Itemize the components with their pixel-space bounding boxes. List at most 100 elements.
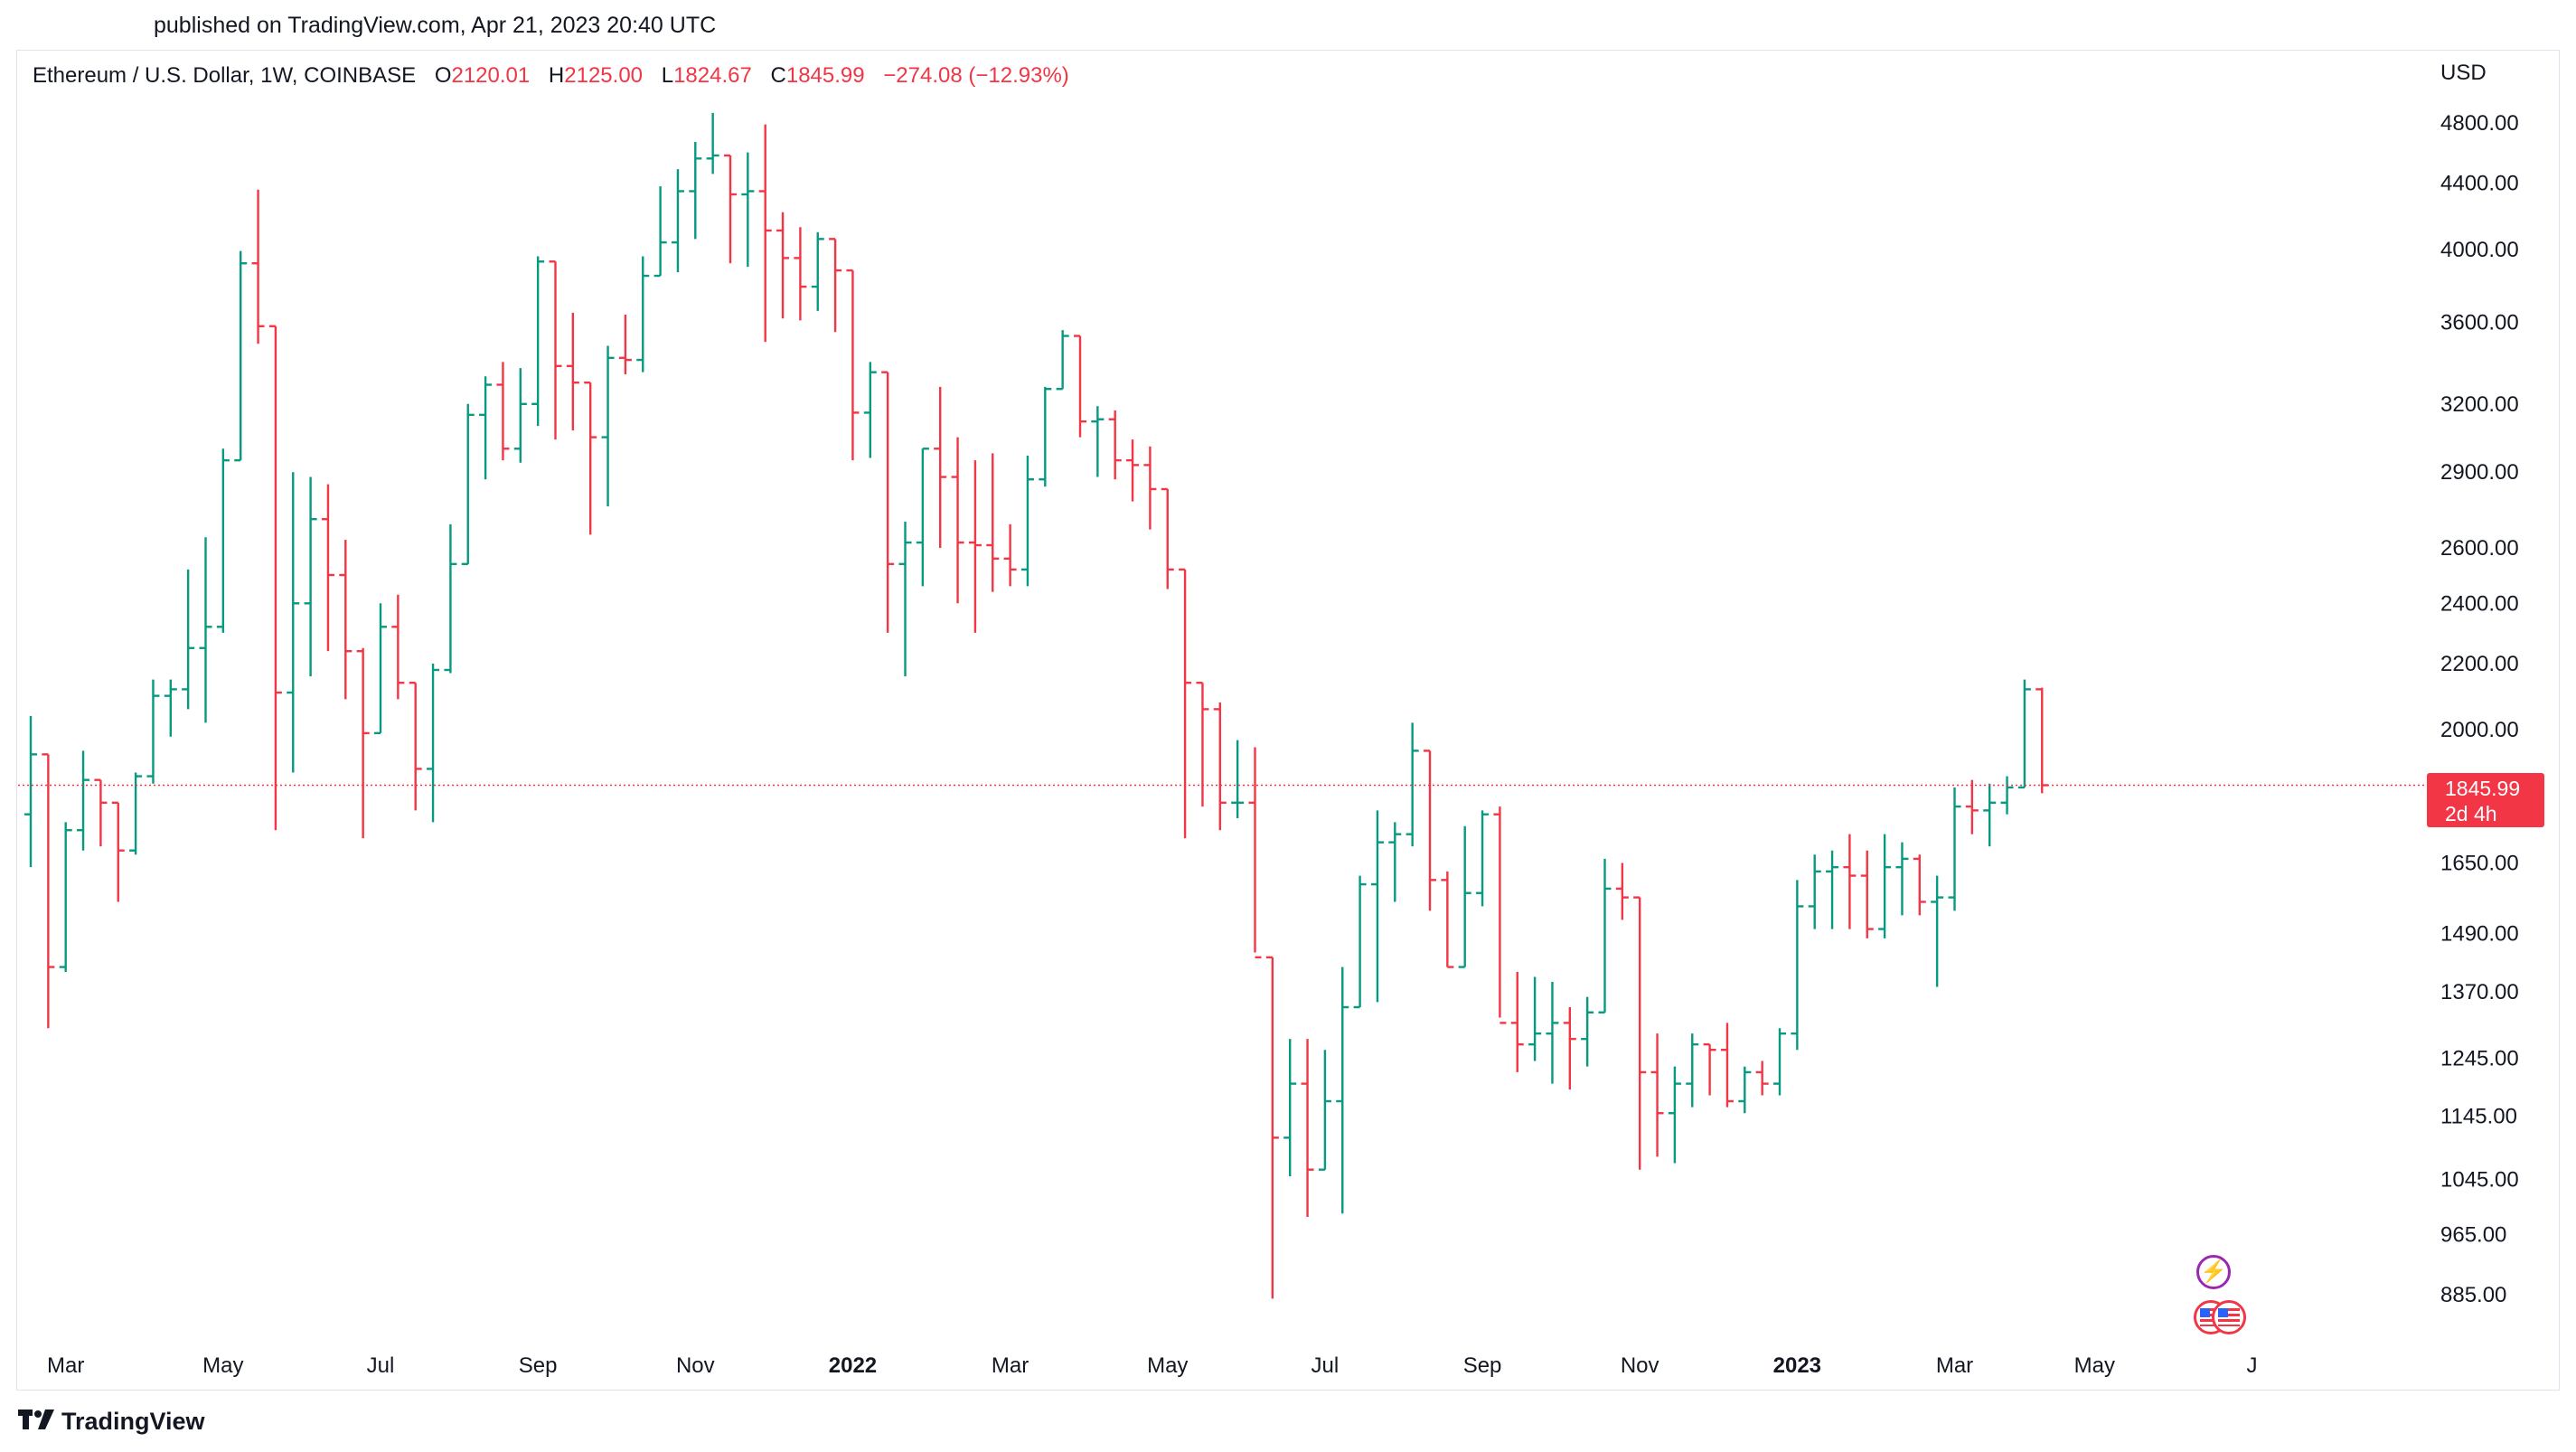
x-tick-label: 2023 xyxy=(1773,1353,1821,1378)
ohlc-bar xyxy=(1720,1023,1734,1108)
ohlc-bar xyxy=(1493,806,1507,1024)
y-tick-label: 885.00 xyxy=(2440,1283,2506,1307)
ohlc-bar xyxy=(829,238,842,333)
ohlc-bar xyxy=(1598,858,1612,1014)
last-price-value: 1845.99 xyxy=(2445,777,2521,800)
ohlc-bar xyxy=(601,345,615,507)
x-tick-label: Jul xyxy=(367,1353,395,1378)
x-tick-label: Sep xyxy=(519,1353,558,1378)
ohlc-bar xyxy=(794,227,807,321)
ohlc-bar xyxy=(444,523,457,674)
ohlc-bar xyxy=(1424,750,1436,911)
ohlc-bar xyxy=(1581,996,1594,1067)
x-tick-label: May xyxy=(202,1353,243,1378)
ohlc-bar xyxy=(636,256,650,372)
open-value: 2120.01 xyxy=(451,63,531,88)
y-tick-label: 4400.00 xyxy=(2440,172,2519,196)
y-tick-label: 2900.00 xyxy=(2440,460,2519,485)
ohlc-bar xyxy=(1458,825,1471,968)
ohlc-bar xyxy=(1650,1033,1664,1157)
y-tick-label: 4800.00 xyxy=(2440,111,2519,136)
ohlc-bar xyxy=(1248,747,1262,959)
ohlc-bar xyxy=(653,186,667,278)
symbol-label[interactable]: Ethereum / U.S. Dollar, 1W, COINBASE xyxy=(33,63,417,88)
ohlc-bar xyxy=(986,453,1000,592)
low-value: 1824.67 xyxy=(673,63,752,88)
ohlc-bar xyxy=(1510,971,1524,1072)
open-label: O xyxy=(434,63,452,88)
ohlc-bar xyxy=(1231,740,1245,819)
y-tick-label: 2200.00 xyxy=(2440,652,2519,676)
ohlc-bar xyxy=(1948,787,1961,911)
ohlc-bar xyxy=(1633,896,1647,1170)
ohlc-bar xyxy=(881,371,895,633)
ohlc-bar xyxy=(549,260,562,440)
ohlc-bar xyxy=(584,382,597,535)
y-tick-label: 1245.00 xyxy=(2440,1046,2519,1070)
ohlc-bar xyxy=(1615,863,1629,920)
ohlc-bar xyxy=(199,537,212,723)
ohlc-bar xyxy=(216,448,230,633)
ohlc-bar xyxy=(863,362,877,458)
ohlc-bar xyxy=(724,154,737,264)
ohlc-bar xyxy=(951,437,964,604)
chart-frame xyxy=(16,50,2560,1391)
ohlc-bar xyxy=(496,362,510,461)
lightning-event-icon[interactable]: ⚡ xyxy=(2196,1255,2231,1289)
y-tick-label: 1490.00 xyxy=(2440,922,2519,947)
ohlc-bar xyxy=(287,472,300,773)
ohlc-bar xyxy=(1441,871,1454,968)
ohlc-bar xyxy=(1755,1061,1769,1096)
ohlc-bar xyxy=(1808,854,1821,929)
x-tick-label: Mar xyxy=(992,1353,1029,1378)
y-tick-label: 1650.00 xyxy=(2440,852,2519,876)
x-tick-label: May xyxy=(2074,1353,2115,1378)
ohlc-bar xyxy=(1318,1050,1331,1171)
ohlc-bar xyxy=(758,124,772,343)
x-tick-label: May xyxy=(1147,1353,1188,1378)
ohlc-bar xyxy=(111,801,125,902)
ohlc-bar xyxy=(1161,487,1174,589)
ohlc-bar xyxy=(1336,966,1349,1214)
ohlc-bar xyxy=(1668,1066,1681,1164)
ohlc-bar xyxy=(391,594,405,700)
ohlc-bar xyxy=(1056,330,1069,391)
tradingview-footer[interactable]: TradingView xyxy=(18,1408,205,1436)
y-tick-label: 1370.00 xyxy=(2440,980,2519,1004)
ohlc-bar xyxy=(1353,875,1367,1009)
ohlc-bar xyxy=(1283,1039,1297,1176)
ohlc-bar xyxy=(1826,850,1839,929)
ohlc-bar xyxy=(321,484,334,652)
y-tick-label: 1145.00 xyxy=(2440,1105,2517,1129)
ohlc-bar xyxy=(1791,880,1804,1051)
ohlc-bar xyxy=(1686,1033,1699,1108)
ohlc-bar xyxy=(59,822,72,972)
us-flag-event-icon[interactable] xyxy=(2212,1300,2246,1334)
low-label: L xyxy=(661,63,674,88)
close-label: C xyxy=(770,63,786,88)
ohlc-bar xyxy=(146,679,160,784)
ohlc-bar xyxy=(1213,702,1227,831)
ohlc-bar xyxy=(811,231,824,311)
ohlc-bar xyxy=(1003,523,1017,587)
ohlc-bar xyxy=(1703,1042,1716,1096)
ohlc-bar xyxy=(934,386,947,548)
ohlc-bar xyxy=(1528,976,1542,1061)
ohlc-bar xyxy=(1843,834,1857,929)
ohlc-bar xyxy=(1878,834,1892,938)
ohlc-bar xyxy=(2017,679,2031,789)
ohlc-bar xyxy=(1020,455,1034,587)
ohlc-bar xyxy=(409,681,422,811)
y-tick-label: 3600.00 xyxy=(2440,311,2519,335)
ohlc-bar xyxy=(234,250,248,462)
ohlc-bar xyxy=(689,142,702,240)
ohlc-bar xyxy=(776,212,790,319)
ohlc-bar xyxy=(1091,406,1105,477)
ohlc-bar xyxy=(741,152,755,268)
ohlc-bar xyxy=(479,376,493,480)
ohlc-bar xyxy=(164,679,177,737)
published-note: published on TradingView.com, Apr 21, 20… xyxy=(154,13,717,38)
ohlc-bar xyxy=(1860,850,1874,938)
close-value: 1845.99 xyxy=(785,63,865,88)
